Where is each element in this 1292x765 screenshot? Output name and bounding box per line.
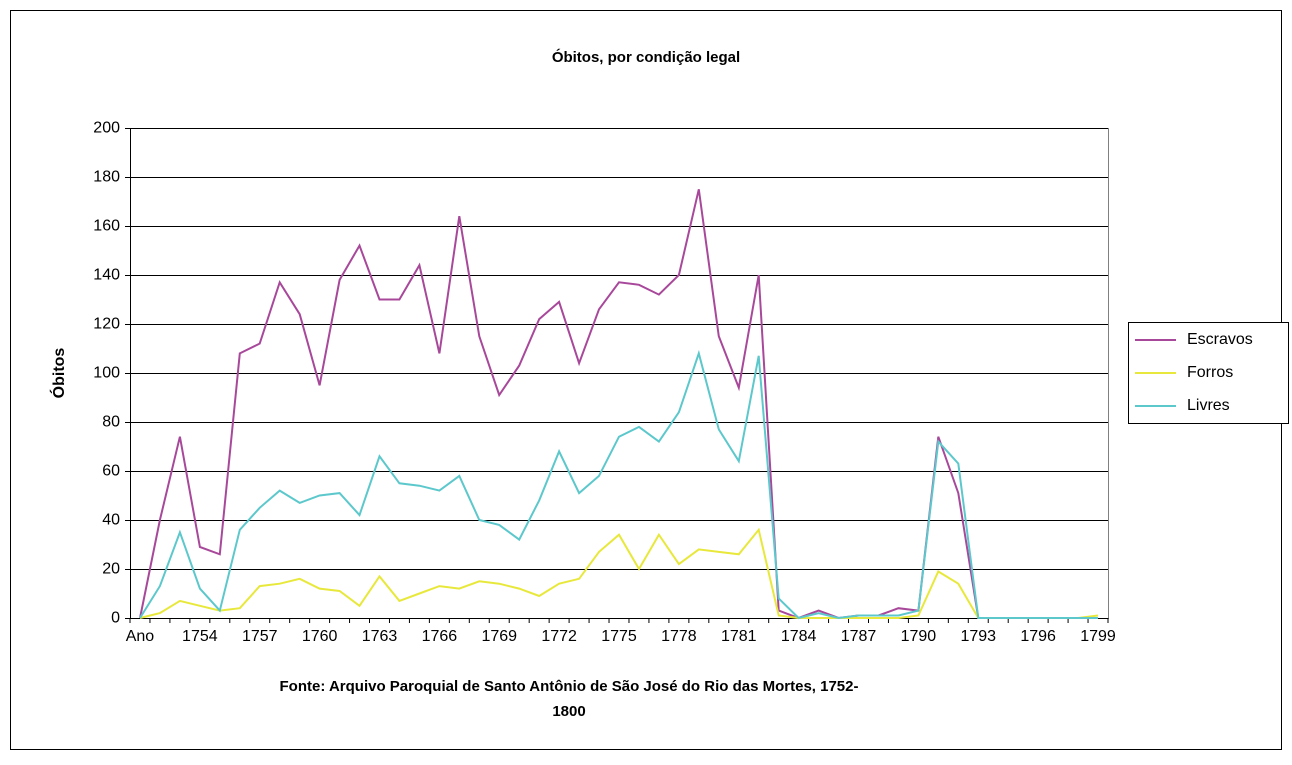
x-tick-label: 1787 — [841, 628, 877, 645]
y-tick-label: 20 — [102, 561, 120, 578]
x-tick-label: 1760 — [302, 628, 338, 645]
x-tick-label: 1772 — [541, 628, 577, 645]
series-line — [139, 527, 1099, 619]
y-axis-label: Óbitos — [49, 348, 68, 399]
x-tick-label: 1796 — [1020, 628, 1056, 645]
x-tick-label: Ano — [126, 628, 155, 645]
legend-label: Escravos — [1187, 331, 1253, 348]
x-tick-label: 1763 — [362, 628, 398, 645]
x-tick-label: 1769 — [481, 628, 517, 645]
x-tick-label: 1790 — [901, 628, 937, 645]
x-tick-label: 1793 — [960, 628, 996, 645]
y-tick-label: 160 — [93, 218, 120, 235]
series-line — [139, 349, 1098, 620]
y-tick-label: 0 — [111, 610, 120, 627]
x-tick-label: 1784 — [781, 628, 817, 645]
y-tick-label: 80 — [102, 414, 120, 431]
x-tick-label: 1781 — [721, 628, 757, 645]
x-tick-label: 1757 — [242, 628, 278, 645]
x-tick-label: 1754 — [182, 628, 218, 645]
y-tick-label: 120 — [93, 316, 120, 333]
series-line — [139, 189, 1098, 620]
y-tick-label: 40 — [102, 512, 120, 529]
x-tick-label: 1799 — [1080, 628, 1116, 645]
y-tick-label: 140 — [93, 267, 120, 284]
x-axis-label: 1800 — [552, 703, 585, 720]
x-tick-label: 1778 — [661, 628, 697, 645]
x-tick-label: 1766 — [422, 628, 458, 645]
chart-title: Óbitos, por condição legal — [552, 48, 740, 66]
y-tick-label: 60 — [102, 463, 120, 480]
y-tick-label: 100 — [93, 365, 120, 382]
y-tick-label: 200 — [93, 120, 120, 137]
legend-label: Livres — [1187, 397, 1230, 414]
legend-label: Forros — [1187, 364, 1233, 381]
x-axis-label: Fonte: Arquivo Paroquial de Santo Antôni… — [280, 678, 859, 695]
x-tick-label: 1775 — [601, 628, 637, 645]
y-tick-label: 180 — [93, 169, 120, 186]
